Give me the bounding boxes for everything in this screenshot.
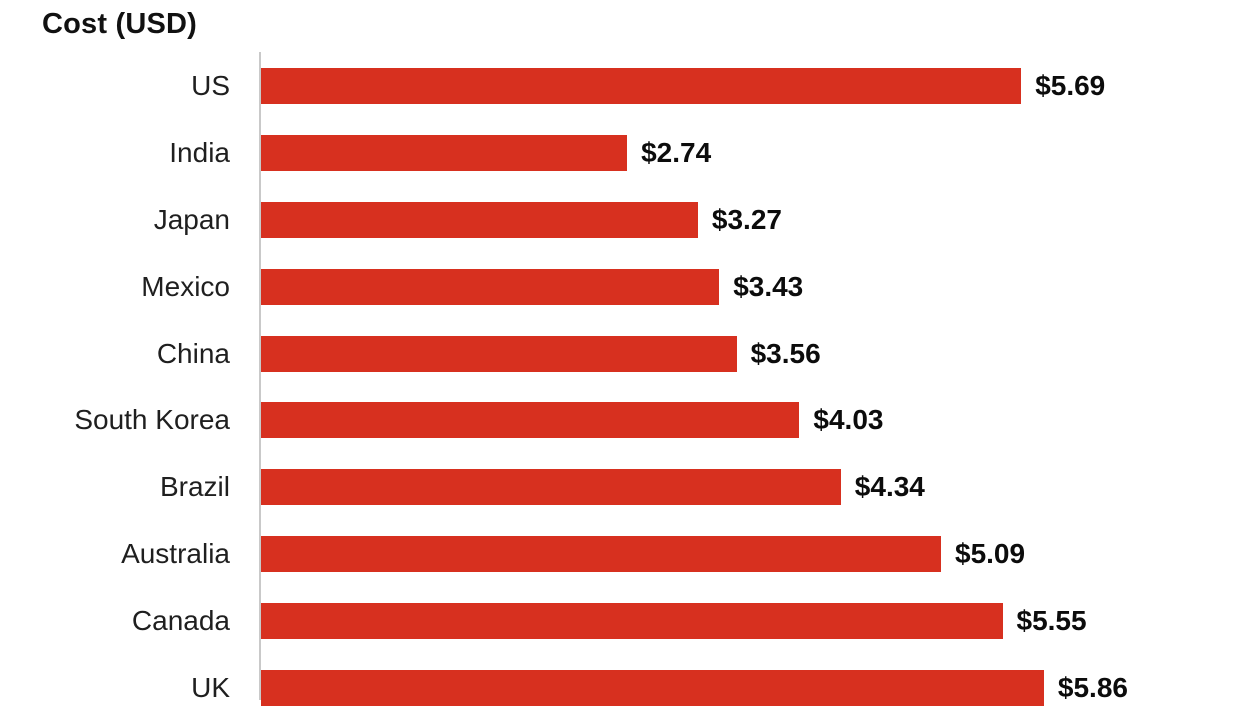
bar-track: $5.86 [261, 654, 1245, 721]
bar [261, 535, 941, 572]
bar [261, 135, 628, 172]
value-label: $3.43 [733, 270, 804, 302]
value-label: $5.69 [1035, 70, 1106, 102]
bar-row: China $3.56 [0, 320, 1245, 387]
bar [261, 268, 720, 305]
value-label: $5.09 [955, 537, 1026, 569]
bar [261, 469, 841, 506]
bar-row: Japan $3.27 [0, 187, 1245, 254]
category-label: Japan [153, 203, 230, 235]
value-label: $3.56 [750, 337, 821, 369]
bar-row: Australia $5.09 [0, 521, 1245, 588]
y-axis-line [259, 52, 261, 700]
value-label: $2.74 [641, 137, 712, 169]
bar-row: South Korea $4.03 [0, 387, 1245, 454]
category-label: US [191, 70, 230, 102]
value-label: $5.55 [1016, 604, 1087, 636]
bar [261, 335, 737, 372]
bar-track: $2.74 [261, 120, 1245, 187]
bar-row: India $2.74 [0, 120, 1245, 187]
bar-track: $5.69 [261, 53, 1245, 120]
bar-track: $3.56 [261, 320, 1245, 387]
bar-track: $5.09 [261, 521, 1245, 588]
bar-track: $3.43 [261, 253, 1245, 320]
value-label: $4.34 [854, 471, 925, 503]
bar [261, 402, 800, 439]
bar-row: Canada $5.55 [0, 587, 1245, 654]
bar-row: US $5.69 [0, 53, 1245, 120]
category-label: Australia [121, 537, 230, 569]
category-label: India [169, 137, 230, 169]
category-label: China [156, 337, 230, 369]
category-label: South Korea [74, 404, 230, 436]
bar-track: $4.34 [261, 454, 1245, 521]
bar-rows: US $5.69 India $2.74 Japan $3.27 Mexico $3.43 Ch… [0, 53, 1245, 721]
bar [261, 68, 1022, 105]
bar-row: UK $5.86 [0, 654, 1245, 721]
bar [261, 669, 1044, 706]
category-label: Mexico [141, 270, 230, 302]
bar-track: $3.27 [261, 187, 1245, 254]
value-label: $5.86 [1057, 671, 1128, 703]
bar [261, 201, 698, 238]
bar-row: Brazil $4.34 [0, 454, 1245, 521]
chart-title: Cost (USD) [42, 8, 198, 40]
bar-chart: Cost (USD) US $5.69 India $2.74 Japan $3.27 Me… [42, 8, 1128, 706]
category-label: Brazil [159, 471, 230, 503]
bar-row: Mexico $3.43 [0, 253, 1245, 320]
category-label: UK [191, 671, 230, 703]
bar-track: $5.55 [261, 587, 1245, 654]
page: { "header": { "title": "Cost (USD)" }, "… [42, 8, 1128, 706]
bar [261, 602, 1003, 639]
value-label: $4.03 [813, 404, 884, 436]
value-label: $3.27 [711, 203, 782, 235]
bar-track: $4.03 [261, 387, 1245, 454]
category-label: Canada [131, 604, 230, 636]
